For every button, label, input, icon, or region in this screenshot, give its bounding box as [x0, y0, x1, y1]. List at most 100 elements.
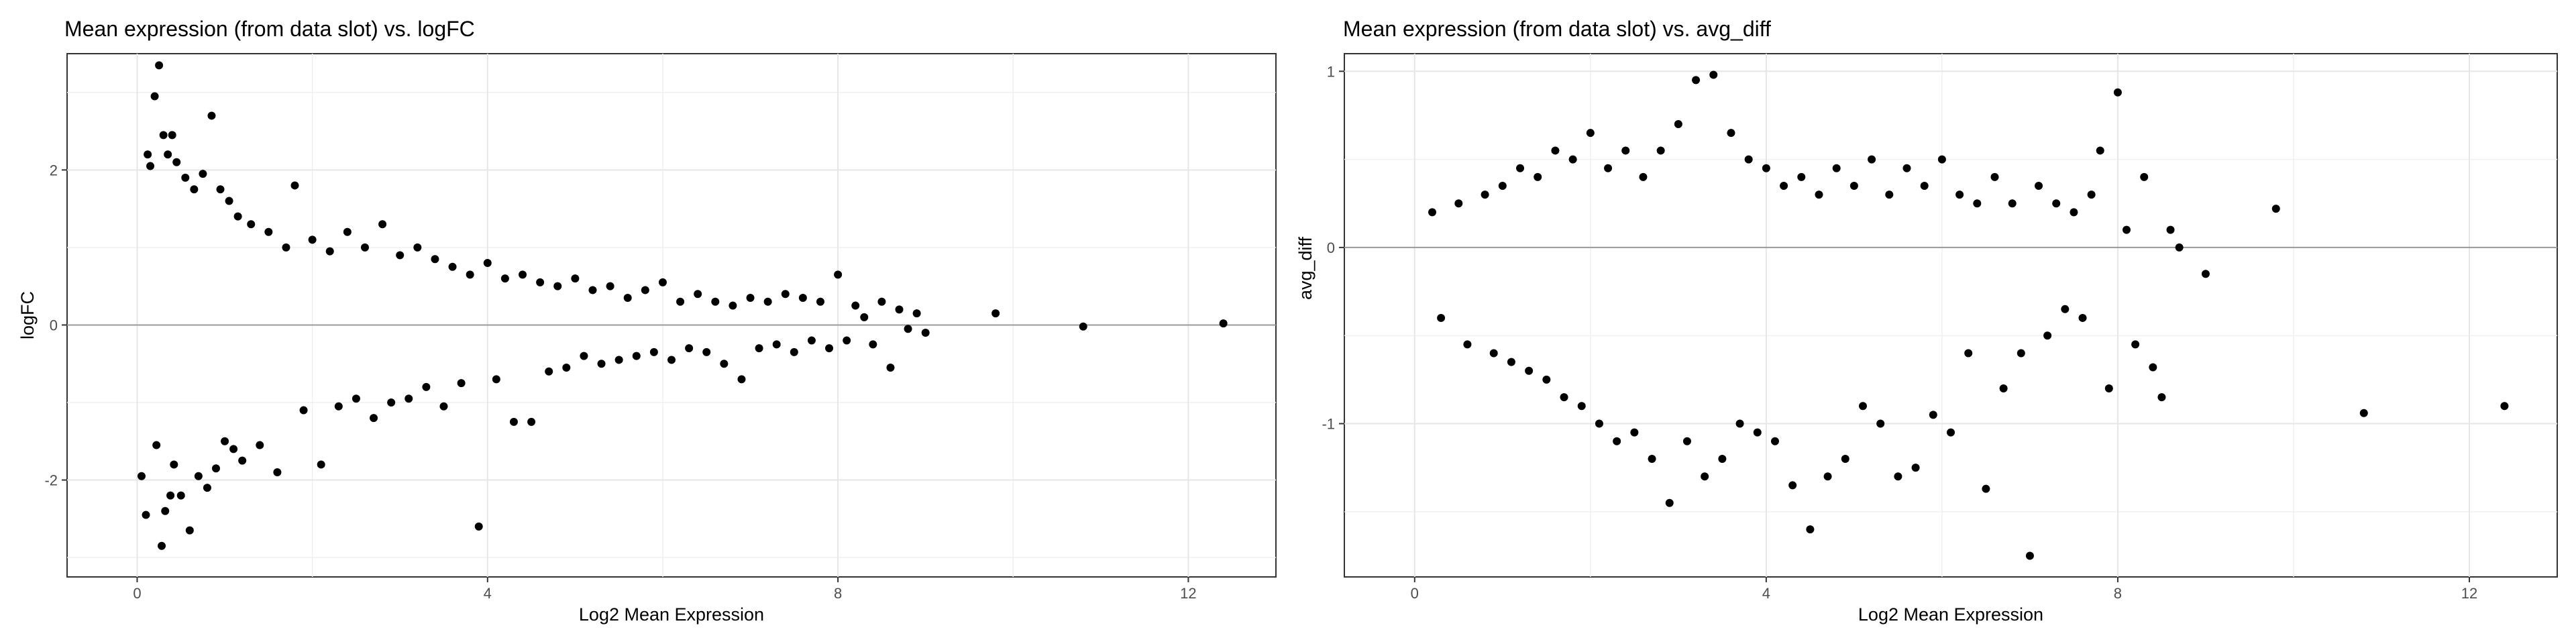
data-point	[1753, 428, 1762, 437]
data-point	[413, 243, 422, 252]
data-point	[2043, 331, 2052, 340]
data-point	[2035, 181, 2043, 190]
data-point	[843, 336, 851, 345]
data-point	[1955, 191, 1964, 199]
data-point	[1551, 146, 1560, 155]
data-point	[519, 270, 527, 279]
data-point	[238, 456, 247, 465]
data-point	[1973, 199, 1982, 208]
data-point	[1894, 472, 1902, 481]
plot-panel-border	[1344, 53, 2558, 578]
data-point	[256, 441, 264, 449]
data-point	[396, 251, 405, 260]
data-point	[2096, 146, 2104, 155]
data-point	[553, 282, 562, 290]
data-point	[2271, 205, 2280, 213]
data-point	[2104, 384, 2113, 392]
data-point	[492, 375, 500, 384]
scatter-points	[1428, 70, 2509, 560]
data-point	[1841, 455, 1849, 464]
data-point	[1437, 313, 1446, 322]
data-point	[1937, 155, 1946, 164]
data-point	[221, 437, 229, 445]
data-point	[746, 294, 755, 302]
data-point	[207, 111, 216, 120]
data-point	[1964, 349, 1973, 358]
data-point	[176, 491, 185, 500]
data-point	[798, 294, 807, 302]
scatter-points	[137, 61, 1228, 550]
y-axis-label: logFC	[17, 291, 38, 339]
data-point	[2140, 172, 2149, 181]
data-point	[1489, 349, 1498, 358]
data-point	[282, 243, 290, 252]
data-point	[264, 227, 273, 236]
y-tick-label: 1	[1327, 63, 1335, 80]
data-point	[667, 356, 676, 364]
x-axis-label: Log2 Mean Expression	[1858, 604, 2043, 625]
data-point	[895, 305, 904, 314]
data-point	[685, 344, 694, 353]
data-point	[144, 150, 152, 159]
data-point	[199, 170, 207, 178]
data-point	[2359, 409, 2368, 417]
data-point	[1656, 146, 1665, 155]
x-tick-label: 8	[834, 585, 842, 602]
data-point	[1885, 191, 1894, 199]
data-point	[422, 382, 431, 391]
data-point	[1990, 172, 1999, 181]
data-point	[152, 441, 161, 449]
data-point	[2166, 225, 2175, 234]
data-point	[1613, 437, 1621, 445]
y-tick-label: 0	[1327, 239, 1335, 256]
data-point	[711, 297, 720, 306]
data-point	[290, 181, 299, 190]
data-point	[1832, 164, 1841, 172]
data-point	[1762, 164, 1770, 172]
data-point	[170, 460, 178, 469]
data-point	[474, 522, 483, 531]
data-point	[1797, 172, 1806, 181]
data-point	[632, 352, 641, 360]
data-point	[483, 259, 492, 267]
data-point	[439, 402, 448, 411]
data-point	[1709, 70, 1718, 79]
data-point	[2008, 199, 2017, 208]
data-point	[1648, 455, 1656, 464]
data-point	[466, 270, 474, 279]
data-point	[1481, 191, 1489, 199]
data-point	[1507, 358, 1515, 366]
axis-ticks: 0 4 8 12 -1 0 1	[1322, 63, 2477, 602]
data-point	[606, 282, 614, 290]
data-point	[571, 274, 580, 283]
data-point	[834, 270, 843, 279]
data-point	[1858, 402, 1867, 411]
data-point	[1727, 129, 1735, 138]
data-point	[1586, 129, 1595, 138]
data-point	[509, 417, 518, 426]
data-point	[676, 297, 685, 306]
data-point	[614, 356, 623, 364]
chart-title: Mean expression (from data slot) vs. log…	[64, 17, 475, 41]
data-point	[729, 301, 737, 310]
data-point	[851, 301, 860, 310]
data-point	[500, 274, 509, 283]
data-point	[1525, 366, 1534, 375]
data-point	[1823, 472, 1832, 481]
data-point	[1577, 402, 1586, 411]
data-point	[150, 92, 159, 101]
data-point	[641, 286, 649, 294]
data-point	[158, 541, 166, 550]
data-point	[360, 243, 369, 252]
data-point	[597, 360, 606, 368]
data-point	[562, 364, 571, 372]
data-point	[1534, 172, 1542, 181]
data-point	[457, 379, 466, 388]
x-tick-label: 0	[1411, 585, 1419, 602]
data-point	[1929, 411, 1937, 419]
x-tick-label: 4	[484, 585, 492, 602]
data-point	[658, 278, 667, 286]
data-point	[211, 464, 220, 473]
data-point	[1428, 208, 1437, 217]
data-point	[378, 220, 387, 229]
